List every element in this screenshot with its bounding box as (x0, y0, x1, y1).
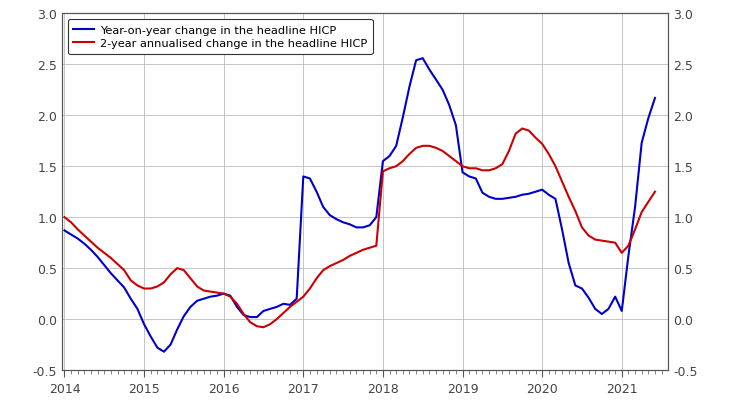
2-year annualised change in the headline HICP (518, 127, 526, 132)
2-year annualised change in the headline HICP (239, 312, 248, 317)
2-year annualised change in the headline HICP (478, 169, 487, 173)
2-year annualised change in the headline HICP (60, 215, 69, 220)
Line: Year-on-year change in the headline HICP: Year-on-year change in the headline HICP (64, 59, 655, 352)
Year-on-year change in the headline HICP (246, 315, 255, 320)
Year-on-year change in the headline HICP (650, 96, 659, 101)
2-year annualised change in the headline HICP (139, 286, 148, 291)
2-year annualised change in the headline HICP (564, 195, 573, 200)
Year-on-year change in the headline HICP (160, 349, 169, 354)
Year-on-year change in the headline HICP (637, 141, 646, 146)
2-year annualised change in the headline HICP (259, 325, 268, 330)
Year-on-year change in the headline HICP (577, 286, 586, 291)
Year-on-year change in the headline HICP (60, 228, 69, 233)
Year-on-year change in the headline HICP (139, 322, 148, 327)
Year-on-year change in the headline HICP (485, 195, 493, 200)
Legend: Year-on-year change in the headline HICP, 2-year annualised change in the headli: Year-on-year change in the headline HICP… (68, 20, 372, 55)
Line: 2-year annualised change in the headline HICP: 2-year annualised change in the headline… (64, 129, 655, 328)
Year-on-year change in the headline HICP (564, 261, 573, 266)
2-year annualised change in the headline HICP (577, 225, 586, 230)
2-year annualised change in the headline HICP (650, 190, 659, 195)
Year-on-year change in the headline HICP (418, 56, 427, 61)
2-year annualised change in the headline HICP (637, 210, 646, 215)
